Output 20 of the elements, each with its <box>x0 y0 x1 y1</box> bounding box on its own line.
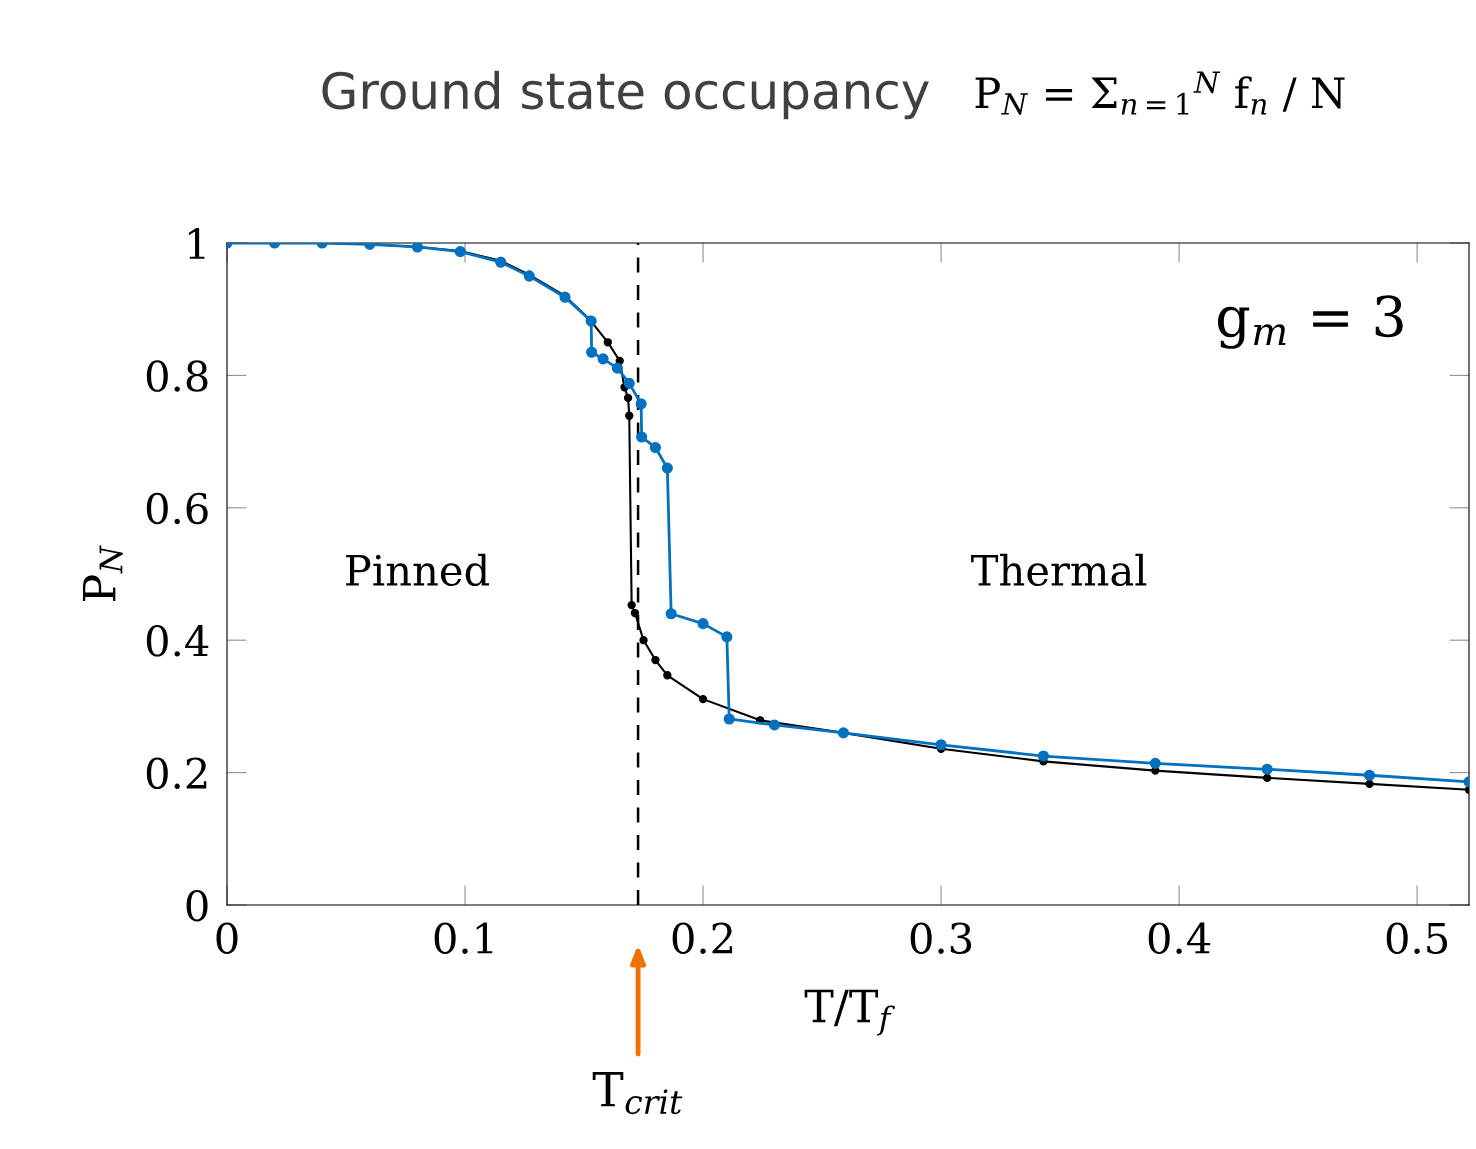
y-tick-label: 0.2 <box>146 757 207 790</box>
y-axis-title: P$_{N}$ <box>82 545 123 602</box>
y-tick-label: 1 <box>188 227 205 259</box>
x-axis-title: T/T$_{f}$ <box>804 989 896 1036</box>
x-tick-label: 0.3 <box>910 922 972 954</box>
y-tick-label: 0.6 <box>146 492 208 525</box>
annotation: g$_{m}$ = 3 <box>1218 295 1403 349</box>
x-tick-label: 0 <box>216 922 238 954</box>
x-tick-label: 0.5 <box>1386 922 1448 954</box>
y-tick-label: 0 <box>186 889 208 922</box>
annotation: Pinned <box>346 553 489 587</box>
y-tick-label: 0.8 <box>146 360 208 392</box>
annotation: Thermal <box>971 553 1147 587</box>
chart-subtitle: P$_{N}$ = Σ$_{n=1}$$^{N}$ f$_{n}$ / N <box>975 71 1345 115</box>
chart-title: Ground state occupancy <box>322 70 929 120</box>
x-tick-label: 0.1 <box>434 922 493 954</box>
y-tick-label: 0.4 <box>146 625 209 657</box>
ref-line-label: T$_{crit}$ <box>592 1071 683 1115</box>
x-tick-label: 0.2 <box>672 922 733 954</box>
x-tick-label: 0.4 <box>1148 922 1211 954</box>
